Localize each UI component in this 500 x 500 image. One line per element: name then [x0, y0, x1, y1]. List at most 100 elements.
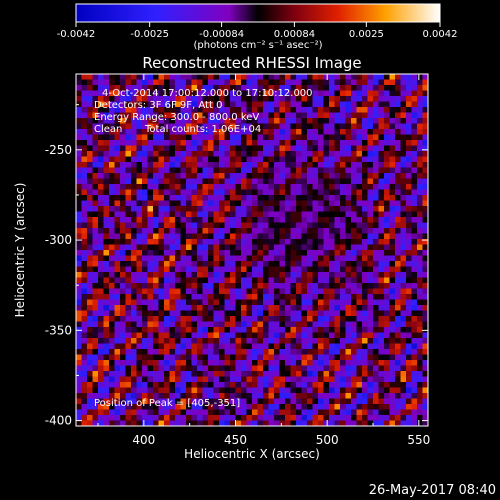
heatmap-cell — [92, 217, 99, 223]
heatmap-cell — [98, 343, 104, 350]
heatmap-cell — [351, 96, 357, 102]
heatmap-cell — [109, 79, 115, 86]
heatmap-cell — [307, 277, 313, 284]
heatmap-cell — [301, 140, 308, 146]
heatmap-cell — [400, 382, 407, 388]
heatmap-cell — [296, 288, 302, 295]
heatmap-cell — [125, 420, 132, 426]
heatmap-cell — [125, 156, 132, 163]
heatmap-cell — [422, 310, 428, 317]
heatmap-cell — [400, 134, 407, 141]
heatmap-cell — [334, 239, 341, 245]
heatmap-cell — [213, 189, 220, 196]
heatmap-cell — [147, 316, 154, 322]
heatmap-cell — [87, 162, 93, 168]
heatmap-cell — [356, 239, 363, 245]
heatmap-cell — [98, 294, 104, 300]
heatmap-cell — [257, 327, 264, 333]
heatmap-cell — [395, 272, 401, 278]
heatmap-cell — [169, 277, 176, 284]
heatmap-cell — [109, 398, 115, 405]
heatmap-cell — [208, 420, 214, 426]
heatmap-cell — [213, 222, 220, 229]
heatmap-cell — [318, 118, 324, 124]
heatmap-cell — [367, 393, 374, 399]
heatmap-cell — [411, 162, 418, 168]
heatmap-cell — [87, 211, 93, 218]
heatmap-cell — [131, 145, 137, 152]
heatmap-cell — [389, 316, 396, 322]
heatmap-cell — [422, 250, 428, 256]
heatmap-cell — [120, 239, 126, 245]
heatmap-cell — [120, 112, 126, 119]
heatmap-cell — [147, 74, 154, 80]
heatmap-cell — [268, 79, 275, 86]
heatmap-cell — [279, 294, 286, 300]
heatmap-cell — [400, 250, 407, 256]
heatmap-cell — [318, 134, 324, 141]
heatmap-cell — [400, 129, 407, 135]
heatmap-cell — [340, 140, 346, 146]
heatmap-cell — [109, 217, 115, 223]
heatmap-cell — [235, 211, 242, 218]
heatmap-cell — [241, 222, 247, 229]
heatmap-cell — [219, 354, 225, 361]
heatmap-cell — [98, 173, 104, 179]
heatmap-cell — [213, 233, 220, 240]
heatmap-cell — [318, 228, 324, 234]
heatmap-cell — [158, 321, 165, 328]
heatmap-cell — [257, 96, 264, 102]
heatmap-cell — [301, 189, 308, 196]
heatmap-cell — [103, 222, 110, 229]
heatmap-cell — [169, 189, 176, 196]
heatmap-cell — [147, 217, 154, 223]
heatmap-cell — [334, 404, 341, 410]
heatmap-cell — [263, 74, 269, 80]
heatmap-cell — [362, 206, 368, 212]
heatmap-cell — [147, 222, 154, 229]
heatmap-cell — [389, 305, 396, 311]
heatmap-cell — [98, 118, 104, 124]
heatmap-cell — [373, 228, 379, 234]
heatmap-cell — [175, 79, 181, 86]
heatmap-cell — [274, 415, 280, 421]
heatmap-cell — [208, 244, 214, 251]
heatmap-cell — [131, 222, 137, 229]
heatmap-cell — [285, 167, 291, 174]
heatmap-cell — [329, 79, 335, 86]
heatmap-cell — [246, 266, 253, 273]
heatmap-cell — [367, 299, 374, 306]
heatmap-cell — [164, 112, 170, 119]
heatmap-cell — [373, 134, 379, 141]
heatmap-cell — [197, 310, 203, 317]
heatmap-cell — [241, 85, 247, 91]
heatmap-cell — [98, 404, 104, 410]
heatmap-cell — [230, 250, 236, 256]
heatmap-cell — [307, 140, 313, 146]
heatmap-cell — [378, 74, 385, 80]
heatmap-cell — [301, 250, 308, 256]
heatmap-cell — [301, 90, 308, 97]
heatmap-cell — [103, 371, 110, 377]
heatmap-cell — [81, 167, 88, 174]
heatmap-cell — [395, 409, 401, 416]
heatmap-cell — [263, 222, 269, 229]
heatmap-cell — [76, 310, 82, 317]
heatmap-cell — [318, 332, 324, 339]
heatmap-cell — [345, 354, 352, 361]
heatmap-cell — [351, 288, 357, 295]
heatmap-cell — [147, 371, 154, 377]
heatmap-cell — [92, 101, 99, 108]
heatmap-cell — [279, 415, 286, 421]
heatmap-cell — [252, 409, 258, 416]
heatmap-cell — [158, 365, 165, 372]
heatmap-cell — [136, 349, 143, 355]
heatmap-cell — [329, 382, 335, 388]
heatmap-cell — [109, 404, 115, 410]
heatmap-cell — [103, 305, 110, 311]
heatmap-cell — [411, 217, 418, 223]
heatmap-cell — [103, 294, 110, 300]
heatmap-cell — [246, 415, 253, 421]
heatmap-cell — [153, 255, 159, 262]
heatmap-cell — [312, 129, 319, 135]
